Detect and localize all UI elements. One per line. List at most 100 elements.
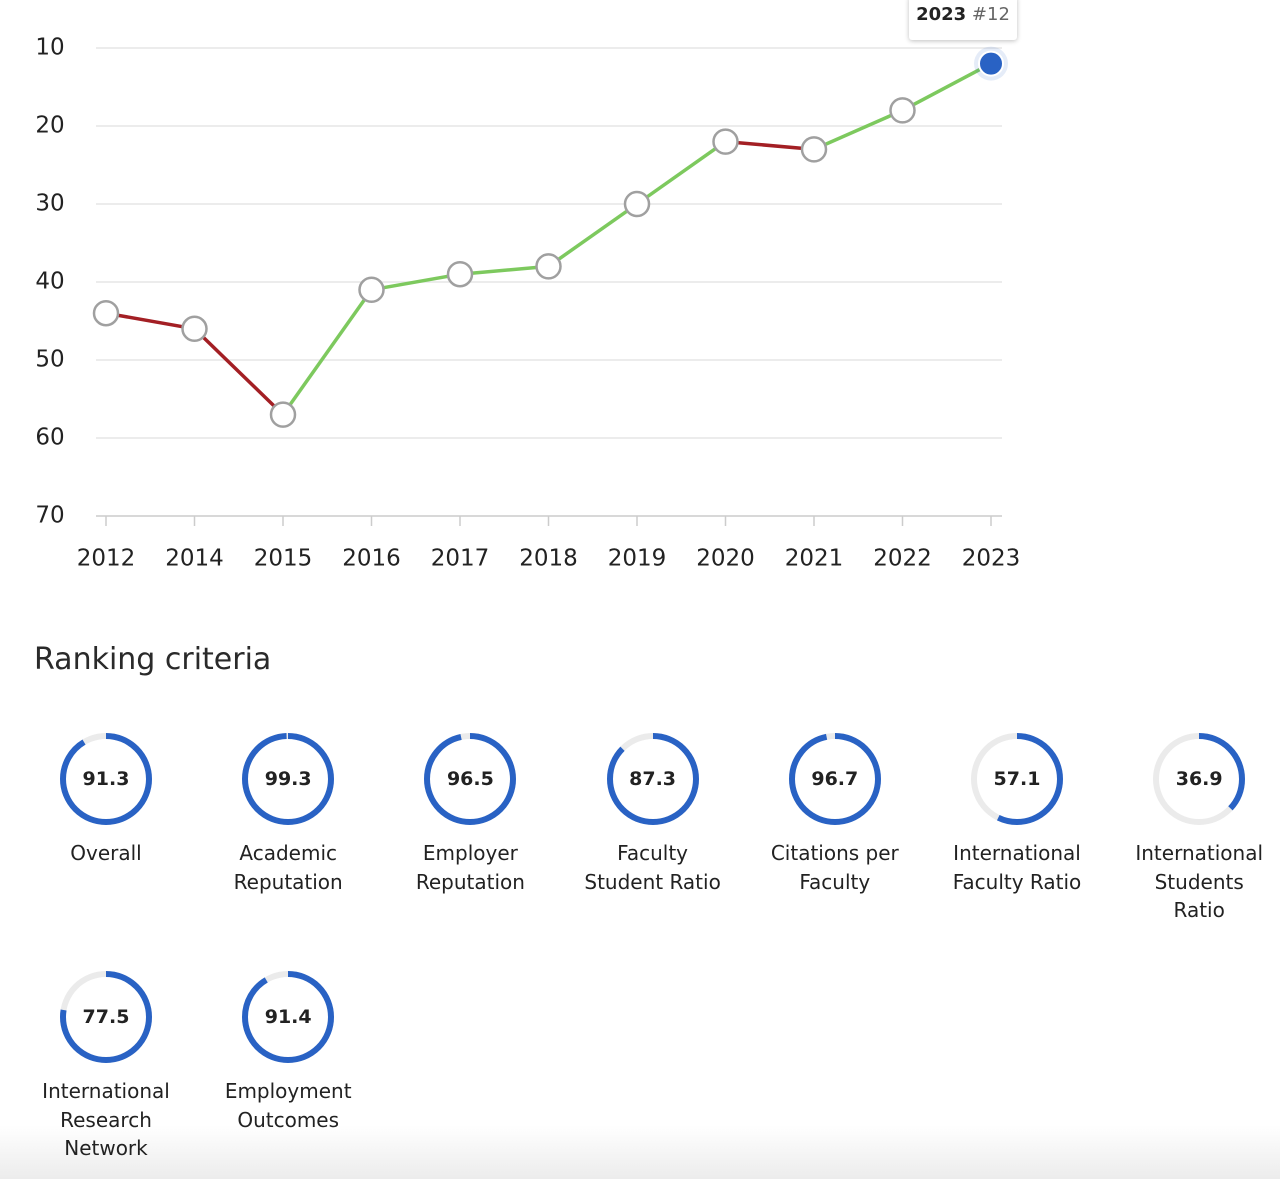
ring-arc — [606, 733, 699, 825]
tooltip-year: 2023 — [916, 4, 967, 25]
score: 91.3 — [82, 768, 130, 790]
line-segment — [635, 140, 727, 206]
y-tick-label: 10 — [35, 35, 64, 61]
x-tick-label: 2021 — [785, 546, 844, 572]
point — [889, 97, 916, 124]
ring-arc — [60, 971, 152, 1063]
score-ring: 96.5 — [420, 729, 520, 829]
y-tick-label: 60 — [35, 425, 64, 451]
score-ring: 57.1 — [967, 729, 1067, 829]
x-tick-label: 2023 — [962, 546, 1021, 572]
point — [623, 190, 651, 218]
point — [92, 299, 120, 327]
bottom-fade — [0, 1125, 1280, 1179]
ring — [971, 733, 1063, 825]
line-segment — [371, 272, 461, 292]
score-ring: 91.3 — [56, 729, 156, 829]
x-tick-label: 2015 — [254, 546, 313, 572]
y-tick-label: 70 — [35, 503, 64, 529]
point — [181, 315, 208, 343]
x-tick-label: 2017 — [431, 546, 490, 572]
score-ring: 36.9 — [1149, 729, 1249, 829]
score: 99.3 — [264, 768, 312, 790]
criterion-label: Employer Reputation — [415, 841, 525, 894]
ring-arc — [242, 971, 335, 1063]
ring-arc — [971, 733, 1063, 825]
x-tick-label: 2022 — [873, 546, 932, 572]
criterion-label: Faculty Student Ratio — [584, 841, 721, 894]
ring — [424, 733, 517, 825]
line-segment — [547, 202, 639, 268]
line-segment — [105, 311, 195, 331]
y-tick-label: 30 — [35, 191, 64, 217]
line-segment — [725, 139, 815, 152]
point — [446, 260, 474, 288]
rank-chart: 10 20 30 40 50 60 70 2012 2014 2015 2016 2017 2018 20… — [35, 35, 1021, 572]
x-tick-label: 2018 — [519, 546, 578, 572]
line-segment — [193, 327, 285, 416]
score-ring: 99.3 — [238, 729, 338, 829]
criterion: 96.5 Employer Reputation — [379, 729, 561, 896]
score-ring: 87.3 — [603, 729, 703, 829]
line-segment — [281, 288, 373, 416]
criterion: 87.3 Faculty Student Ratio — [562, 729, 744, 896]
criterion-label: International Research Network — [42, 1079, 170, 1160]
tooltip: 2023 #12 — [909, 0, 1017, 40]
criterion: 57.1 International Faculty Ratio — [926, 729, 1108, 896]
score: 77.5 — [82, 1006, 130, 1028]
y-tick-label: 50 — [35, 347, 64, 373]
score: 36.9 — [1175, 768, 1223, 790]
criterion-label: Overall — [70, 841, 142, 865]
point — [358, 276, 385, 304]
point — [800, 136, 828, 163]
point — [712, 128, 739, 155]
score: 57.1 — [993, 768, 1041, 790]
ring-arc — [424, 733, 517, 825]
x-tick-label: 2019 — [608, 546, 667, 572]
criterion: 36.9 International Students Ratio — [1108, 729, 1280, 925]
ring-arc — [242, 733, 335, 825]
criterion-label: International Students Ratio — [1135, 841, 1264, 922]
highlight-point — [978, 50, 1004, 77]
point — [535, 253, 562, 280]
ring — [606, 733, 699, 825]
ring-arc — [788, 733, 881, 825]
score-ring: 91.4 — [238, 967, 338, 1067]
tooltip-rank: #12 — [971, 4, 1010, 25]
line-segment — [459, 264, 549, 276]
criterion-label: Employment Outcomes — [224, 1079, 352, 1132]
ring — [60, 971, 152, 1063]
criterion: 96.7 Citations per Faculty — [744, 729, 926, 896]
ring — [1153, 733, 1246, 825]
ring — [242, 971, 335, 1063]
y-tick-label: 40 — [35, 269, 64, 295]
criterion-label: Academic Reputation — [233, 841, 343, 894]
line-segment — [901, 62, 992, 112]
x-tick-label: 2016 — [342, 546, 401, 572]
criterion: 91.4 Employment Outcomes — [197, 967, 379, 1134]
score-ring: 96.7 — [785, 729, 885, 829]
ring — [60, 733, 152, 825]
x-tick-label: 2012 — [77, 546, 136, 572]
score: 91.4 — [264, 1006, 312, 1028]
ring-arc — [60, 733, 152, 825]
ring — [242, 733, 335, 825]
criterion: 77.5 International Research Network — [15, 967, 197, 1163]
y-tick-label: 20 — [35, 113, 64, 139]
criterion-label: International Faculty Ratio — [952, 841, 1082, 894]
criterion: 99.3 Academic Reputation — [197, 729, 379, 896]
score: 87.3 — [629, 768, 677, 790]
section-title: Ranking criteria — [34, 642, 272, 677]
ring-arc — [1153, 733, 1246, 825]
score: 96.7 — [811, 768, 859, 790]
score-ring: 77.5 — [56, 967, 156, 1067]
score: 96.5 — [446, 768, 494, 790]
x-tick-label: 2014 — [165, 546, 224, 572]
x-tick-label: 2020 — [696, 546, 755, 572]
point — [269, 401, 297, 428]
criterion: 91.3 Overall — [15, 729, 197, 868]
criterion-label: Citations per Faculty — [770, 841, 899, 894]
line-segment — [813, 108, 904, 152]
ring — [788, 733, 881, 825]
